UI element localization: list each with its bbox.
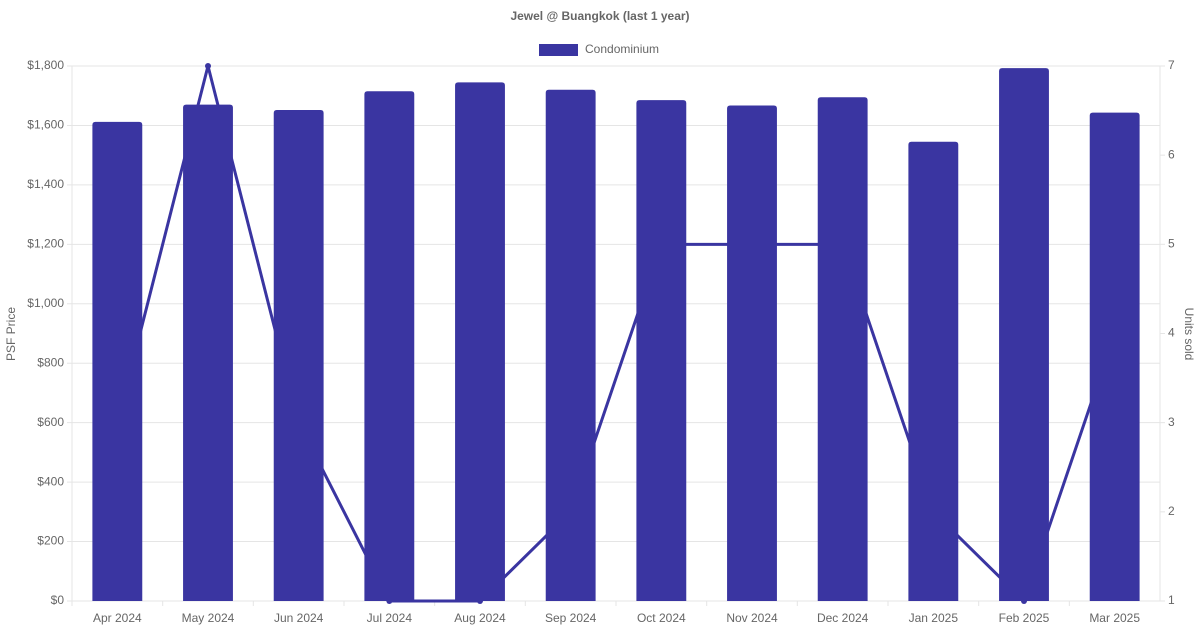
x-tick-label: Apr 2024 [93,611,142,625]
y2-axis-title: Units sold [1182,308,1196,361]
y2-tick-label: 4 [1168,326,1175,340]
bar [908,141,959,601]
x-tick-label: Dec 2024 [817,611,869,625]
y-tick-label: $200 [37,534,64,548]
x-tick-label: Nov 2024 [726,611,778,625]
bar [545,89,596,602]
y-tick-label: $1,000 [27,296,64,310]
y-tick-label: $1,800 [27,58,64,72]
x-tick-label: May 2024 [182,611,235,625]
y-tick-label: $600 [37,415,64,429]
y2-tick-label: 5 [1168,237,1175,251]
bar [183,104,233,601]
y2-tick-label: 7 [1168,58,1175,72]
bar [455,82,505,601]
x-tick-label: Feb 2025 [999,611,1050,625]
y-tick-label: $400 [37,474,64,488]
x-tick-label: Mar 2025 [1089,611,1140,625]
y-tick-label: $1,400 [27,177,64,191]
y2-tick-label: 1 [1168,593,1175,607]
bar [1089,112,1140,602]
y-axis-title: PSF Price [4,307,18,361]
bar [999,68,1049,601]
bar [727,105,777,602]
bar [817,97,868,601]
y-tick-label: $1,600 [27,118,64,132]
chart-title: Jewel @ Buangkok (last 1 year) [510,9,689,23]
bar [273,109,324,601]
bar [636,100,687,602]
line [115,65,1117,604]
y2-tick-label: 2 [1168,504,1175,518]
y-tick-label: $0 [51,593,65,607]
x-tick-label: Jun 2024 [274,611,324,625]
x-tick-label: Jan 2025 [909,611,959,625]
y2-tick-label: 6 [1168,147,1175,161]
x-tick-label: Aug 2024 [454,611,506,625]
y2-tick-label: 3 [1168,415,1175,429]
y-tick-label: $1,200 [27,237,64,251]
x-tick-label: Sep 2024 [545,611,597,625]
bar [364,91,415,601]
y-tick-label: $800 [37,355,64,369]
line-point [205,63,211,69]
x-tick-label: Jul 2024 [367,611,413,625]
legend-swatch [539,44,578,56]
bar [92,121,143,601]
x-tick-label: Oct 2024 [637,611,686,625]
legend-label: Condominium [585,42,659,56]
